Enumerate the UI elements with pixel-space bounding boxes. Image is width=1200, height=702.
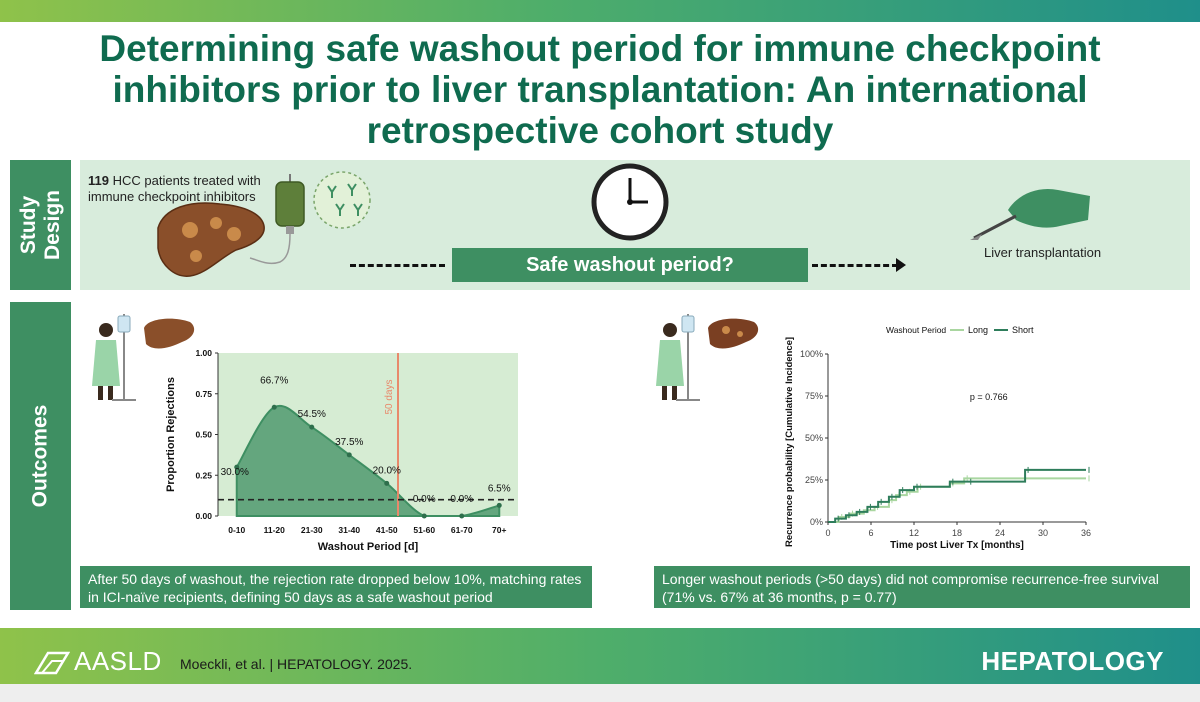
dashed-arrow-right [812,264,898,267]
y-tick-label: 25% [805,475,823,485]
x-tick-label: 0-10 [228,525,245,535]
y-tick-label: 1.00 [195,348,212,358]
y-tick-label: 0.50 [195,430,212,440]
patient-head-icon [99,323,113,337]
x-tick-label: 36 [1081,528,1091,538]
x-tick-label: 41-50 [376,525,398,535]
y-tick-label: 0.75 [195,389,212,399]
patient-count: 119 [88,173,109,188]
series-line-long [828,477,1086,523]
data-point-21-30 [309,424,315,430]
x-tick-label: 12 [909,528,919,538]
scalpel-hand-icon [970,188,1090,240]
data-point-11-20 [271,404,277,410]
study-design-label-text: Study Design [16,189,64,261]
arrow-head-icon [896,258,906,272]
patient-head-icon [663,323,677,337]
patient-liver-illustration-left [92,314,195,401]
y-tick-label: 0.25 [195,470,212,480]
y-axis-label: Proportion Rejections [165,377,177,492]
rejection-chart: 50 days 30.0% 66.7% 54.5% 37.5% 20.0% 0.0% 0.0… [165,348,518,553]
data-label-31-40: 37.5% [335,437,363,448]
outcomes-label-text: Outcomes [28,404,52,508]
x-tick-label: 24 [995,528,1005,538]
x-tick-label: 0 [825,528,830,538]
liver-iv-illustration [157,171,371,277]
p-value-annotation: p = 0.766 [970,392,1008,402]
iv-bag-icon [275,181,305,227]
x-tick-label: 61-70 [451,525,473,535]
aasld-logo: AASLD [34,646,162,677]
x-tick-label: 31-40 [338,525,360,535]
outcomes-label: Outcomes [10,302,71,610]
fifty-day-label: 50 days [384,379,395,414]
recurrence-caption: Longer washout periods (>50 days) did no… [654,566,1190,608]
data-label-0-10: 30.0% [221,467,249,478]
data-point-41-50 [384,480,390,486]
recurrence-chart: Washout Period Long Short 0% 25% 50% 75% 100… [784,325,1091,551]
journal-name: HEPATOLOGY [981,646,1164,676]
y-tick-label: 100% [800,349,823,359]
y-tick-label: 0.00 [195,511,212,521]
data-label-61-70: 0.0% [450,494,473,505]
liver-icon [708,318,759,349]
x-tick-label: 21-30 [301,525,323,535]
citation-text: Moeckli, et al. | HEPATOLOGY. 2025. [180,656,413,672]
y-axis-label: Recurrence probability [Cumulative Incid… [784,337,795,547]
x-tick-label: 51-60 [413,525,435,535]
y-tick-label: 50% [805,433,823,443]
patient-liver-illustration-right [656,314,759,401]
y-tick-label: 75% [805,391,823,401]
patients-description: 119 HCC patients treated with immune che… [88,173,278,205]
safe-washout-box: Safe washout period? [452,248,808,282]
patient-gown-icon [656,340,684,386]
x-tick-label: 18 [952,528,962,538]
data-label-51-60: 0.0% [413,494,436,505]
top-gradient-bar [0,0,1200,22]
data-label-41-50: 20.0% [373,465,401,476]
data-label-11-20: 66.7% [260,375,288,386]
x-tick-label: 70+ [492,525,506,535]
legend-short-label: Short [1012,325,1034,335]
aasld-logo-text: AASLD [74,646,162,676]
footer-bar [0,628,1200,684]
patients-text: HCC patients treated with immune checkpo… [88,173,261,204]
study-design-label: Study Design [10,160,71,290]
data-point-70+ [496,502,502,508]
series-line-short [828,468,1086,523]
liver-icon [144,318,195,349]
x-tick-label: 11-20 [264,525,286,535]
clock-icon [591,163,669,241]
y-tick-label: 0% [810,517,823,527]
legend-long-label: Long [968,325,988,335]
x-tick-label: 30 [1038,528,1048,538]
x-tick-label: 6 [868,528,873,538]
aasld-logo-icon [34,651,70,674]
patient-gown-icon [92,340,120,386]
data-point-61-70 [459,513,465,519]
transplant-label: Liver transplantation [984,245,1102,260]
data-label-70+: 6.5% [488,483,511,494]
x-axis-label: Time post Liver Tx [months] [890,540,1024,551]
bottom-strip [0,684,1200,702]
antibody-bubble-icon [313,171,371,229]
liver-icon [157,202,265,277]
x-axis-label: Washout Period [d] [318,541,419,553]
dashed-arrow-left [350,264,445,267]
data-point-51-60 [421,513,427,519]
iv-bag-icon [117,315,131,333]
data-point-31-40 [346,452,352,458]
rejection-caption: After 50 days of washout, the rejection … [80,566,592,608]
legend-title: Washout Period [886,325,946,335]
data-point-0-10 [234,464,240,470]
data-label-21-30: 54.5% [298,409,326,420]
iv-bag-icon [681,315,695,333]
page-title: Determining safe washout period for immu… [99,28,1101,151]
